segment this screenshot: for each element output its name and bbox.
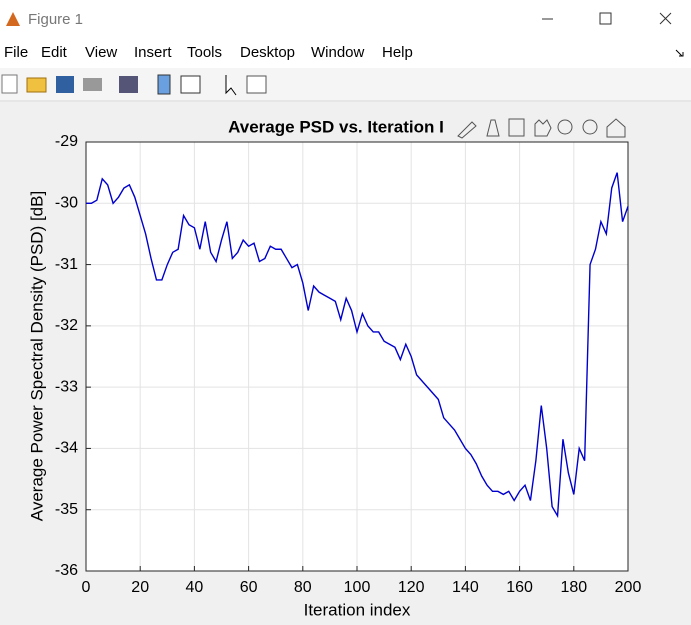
zoom-in-icon[interactable]	[557, 119, 573, 135]
pan-icon[interactable]	[534, 119, 552, 137]
link-icon[interactable]	[119, 76, 138, 93]
pointer-icon[interactable]	[225, 75, 237, 96]
x-tick-label: 100	[344, 579, 371, 596]
title-and-menu-bar	[0, 0, 691, 68]
y-tick-label: -30	[55, 195, 78, 212]
menu-item[interactable]: Insert	[134, 44, 172, 61]
x-tick-label: 60	[240, 579, 258, 596]
x-axis-label: Iteration index	[304, 600, 411, 619]
maximize-button[interactable]	[599, 12, 612, 25]
menu-item[interactable]: View	[85, 44, 117, 61]
data-line	[86, 172, 629, 519]
axes-box	[85, 141, 629, 572]
data-tip-icon[interactable]	[486, 119, 500, 137]
y-tick-label: -31	[55, 256, 78, 273]
x-tick-label: 180	[560, 579, 587, 596]
x-tick-label: 200	[615, 579, 642, 596]
x-tick-label: 140	[452, 579, 479, 596]
legend-icon[interactable]	[180, 75, 201, 94]
property-icon[interactable]	[246, 75, 267, 94]
menu-item[interactable]: Tools	[187, 44, 222, 61]
colorbar-icon[interactable]	[157, 74, 171, 95]
y-tick-label: -34	[55, 440, 78, 457]
menu-item[interactable]: Window	[311, 44, 365, 61]
close-button[interactable]	[659, 12, 672, 25]
chart-title: Average PSD vs. Iteration I	[228, 117, 444, 136]
new-icon[interactable]	[1, 74, 18, 94]
print-icon[interactable]	[83, 78, 102, 91]
toolbar	[0, 68, 691, 102]
y-tick-label: -32	[55, 317, 78, 334]
menu-item[interactable]: File	[4, 44, 28, 61]
menu-item[interactable]: Edit	[41, 44, 68, 61]
export-icon[interactable]	[508, 118, 525, 137]
y-tick-label: -35	[55, 501, 78, 518]
x-tick-label: 40	[186, 579, 204, 596]
dock-arrow[interactable]	[675, 49, 684, 57]
x-tick-label: 120	[398, 579, 425, 596]
brush-icon[interactable]	[457, 121, 477, 139]
y-axis-label: Average Power Spectral Density (PSD) [dB…	[27, 191, 46, 521]
x-tick-label: 0	[82, 579, 91, 596]
menu-item[interactable]: Desktop	[240, 44, 295, 61]
x-tick-label: 80	[294, 579, 312, 596]
menu-item[interactable]: Help	[382, 44, 413, 61]
home-icon[interactable]	[606, 118, 626, 138]
zoom-out-icon[interactable]	[582, 119, 598, 135]
x-tick-label: 160	[506, 579, 533, 596]
save-icon[interactable]	[56, 76, 74, 93]
y-tick-label: -29	[55, 133, 78, 150]
open-icon[interactable]	[26, 77, 47, 93]
y-tick-label: -36	[55, 562, 78, 579]
axes-toolbar	[457, 118, 626, 139]
window-title: Figure 1	[28, 11, 83, 28]
x-tick-label: 20	[131, 579, 149, 596]
toolbar-icons	[1, 74, 267, 96]
y-tick-label: -33	[55, 378, 78, 395]
app-icon	[6, 12, 20, 26]
